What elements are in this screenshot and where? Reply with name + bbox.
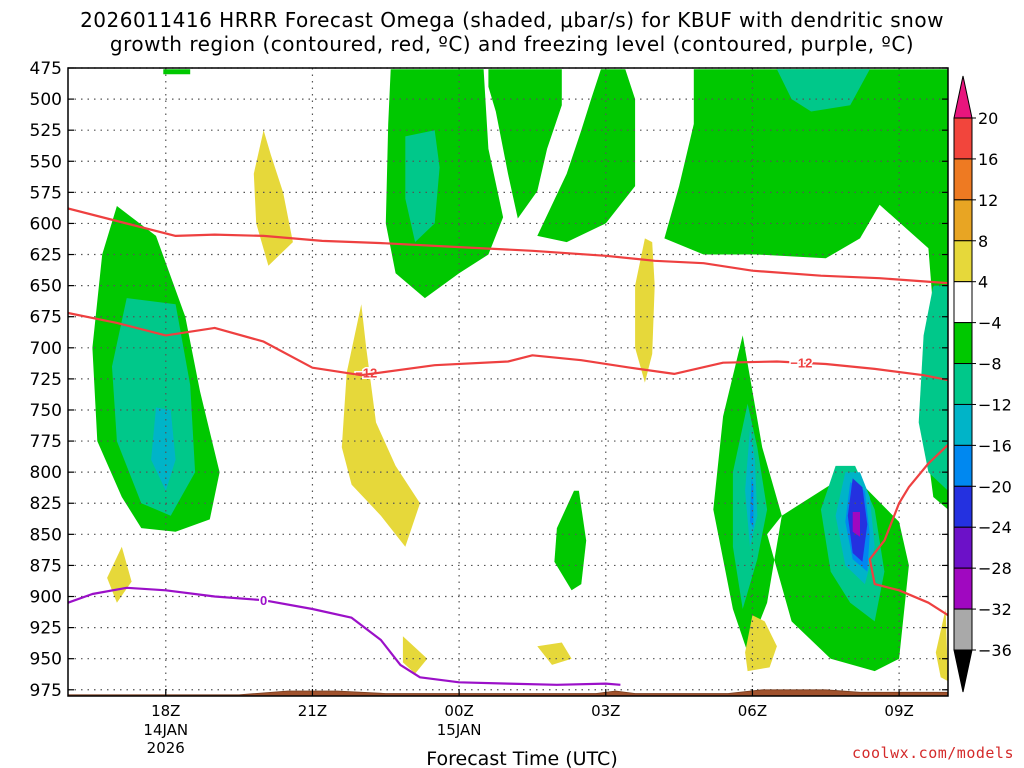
- omega-region-9: [776, 69, 870, 112]
- chart-title-line-2: growth region (contoured, red, ºC) and f…: [109, 32, 915, 56]
- omega-region-2: [151, 407, 176, 491]
- colorbar-arrow-bottom: [953, 649, 973, 693]
- omega-region-29: [935, 609, 948, 682]
- y-tick-label-875: 875: [30, 556, 62, 576]
- chart-title: 2026011416 HRRR Forecast Omega (shaded, …: [0, 8, 1024, 56]
- y-tick-label-550: 550: [30, 152, 62, 172]
- colorbar-bin-0: [953, 117, 973, 160]
- colorbar-bin-4: [953, 281, 973, 324]
- dgz-contour-1: [68, 311, 948, 382]
- omega-region-8: [664, 69, 948, 510]
- y-tick-label-900: 900: [30, 588, 62, 608]
- colorbar-label-5: −4: [978, 314, 1002, 333]
- omega-region-25: [107, 546, 132, 603]
- omega-region-24: [635, 238, 655, 383]
- colorbar-label-2: 12: [978, 191, 998, 210]
- colorbar-bin-12: [953, 608, 973, 651]
- x-axis-title: Forecast Time (UTC): [426, 748, 617, 768]
- colorbar-label-4: 4: [978, 273, 988, 292]
- y-tick-label-925: 925: [30, 619, 62, 639]
- colorbar-arrow-top: [953, 75, 973, 119]
- colorbar-label-13: −36: [978, 641, 1012, 660]
- y-tick-label-650: 650: [30, 277, 62, 297]
- site-credit: coolwx.com/models: [851, 744, 1014, 762]
- freezing-level-contour-0: [68, 586, 621, 686]
- omega-shading-layer: [92, 69, 948, 682]
- y-tick-label-700: 700: [30, 339, 62, 359]
- colorbar-label-0: 20: [978, 109, 998, 128]
- colorbar-label-1: 16: [978, 150, 998, 169]
- y-tick-label-575: 575: [30, 183, 62, 203]
- y-tick-label-775: 775: [30, 432, 62, 452]
- date-label-24-0: 15JAN: [437, 721, 482, 739]
- omega-region-28: [745, 615, 777, 672]
- omega-region-27: [537, 642, 572, 665]
- omega-region-21: [554, 490, 587, 591]
- colorbar-label-3: 8: [978, 232, 988, 251]
- colorbar-bin-3: [953, 240, 973, 283]
- omega-region-5: [385, 69, 504, 299]
- ground-strip: [68, 689, 948, 696]
- y-tick-label-525: 525: [30, 121, 62, 141]
- dgz-contour-1-label: −12: [790, 356, 812, 371]
- colorbar-bin-8: [953, 444, 973, 487]
- date-label-18-0: 14JAN: [143, 721, 188, 739]
- omega-region-3: [163, 69, 191, 75]
- y-tick-label-750: 750: [30, 401, 62, 421]
- colorbar-bin-9: [953, 485, 973, 528]
- y-tick-label-675: 675: [30, 308, 62, 328]
- colorbar-label-8: −16: [978, 436, 1012, 455]
- dgz-contour-0-label: −12: [355, 366, 377, 381]
- y-tick-label-800: 800: [30, 463, 62, 483]
- colorbar-label-6: −8: [978, 355, 1002, 374]
- x-tick-label-21: 21Z: [298, 702, 327, 720]
- y-tick-label-600: 600: [30, 214, 62, 234]
- freezing-level-contour-0-label: 0: [260, 593, 267, 608]
- colorbar-label-9: −20: [978, 477, 1012, 496]
- colorbar-bin-6: [953, 363, 973, 405]
- y-tick-label-725: 725: [30, 370, 62, 390]
- y-tick-label-850: 850: [30, 525, 62, 545]
- colorbar-label-12: −32: [978, 600, 1012, 619]
- omega-region-26: [402, 636, 428, 674]
- colorbar-bin-5: [953, 322, 973, 365]
- grid-layer: [68, 67, 948, 696]
- omega-region-6: [405, 130, 440, 243]
- x-tick-label-18: 18Z: [151, 702, 180, 720]
- y-tick-label-475: 475: [30, 59, 62, 79]
- x-tick-label-30: 06Z: [738, 702, 767, 720]
- colorbar-bin-7: [953, 403, 973, 446]
- y-tick-label-975: 975: [30, 681, 62, 701]
- chart-title-line-1: 2026011416 HRRR Forecast Omega (shaded, …: [80, 8, 944, 32]
- dgz-contour-0: [68, 207, 948, 285]
- x-tick-label-27: 03Z: [591, 702, 620, 720]
- colorbar-label-10: −24: [978, 518, 1012, 537]
- axes-layer: 475 500 525 550 575 600 625 650 675 700 725 750 775 8…: [30, 59, 949, 768]
- omega-region-23: [341, 304, 420, 547]
- colorbar-bin-1: [953, 158, 973, 201]
- omega-region-20: [918, 285, 948, 491]
- omega-region-22: [253, 130, 293, 266]
- omega-region-7: [537, 69, 636, 243]
- y-tick-label-825: 825: [30, 494, 62, 514]
- colorbar: 20 16 12 8 4 −4 −8 −12 −16 −20 −24 −28 −32 −36: [953, 75, 1012, 693]
- colorbar-bin-11: [953, 567, 973, 610]
- colorbar-label-11: −28: [978, 559, 1012, 578]
- plot-frame: [67, 67, 949, 697]
- date-label-18-1: 2026: [147, 739, 185, 757]
- y-tick-label-500: 500: [30, 90, 62, 110]
- y-tick-label-625: 625: [30, 246, 62, 266]
- dgz-contour-2: [868, 444, 948, 617]
- colorbar-bin-2: [953, 199, 973, 242]
- x-tick-label-24: 00Z: [444, 702, 473, 720]
- omega-region-4: [488, 69, 562, 219]
- y-tick-label-950: 950: [30, 650, 62, 670]
- omega-region-19: [852, 512, 860, 537]
- x-tick-label-33: 09Z: [884, 702, 913, 720]
- colorbar-bin-10: [953, 526, 973, 569]
- colorbar-label-7: −12: [978, 395, 1012, 414]
